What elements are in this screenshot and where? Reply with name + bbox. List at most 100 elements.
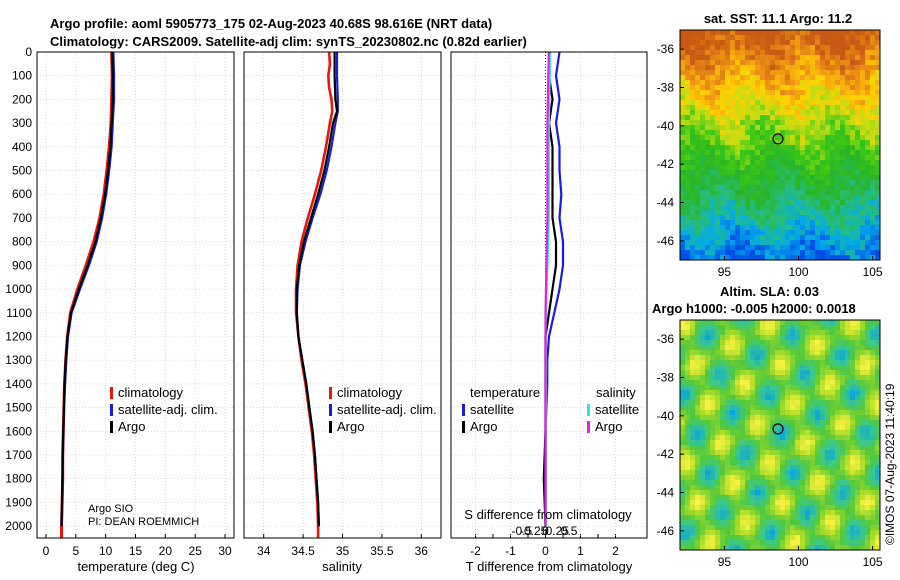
heatmap-cell	[760, 540, 766, 546]
heatmap-cell	[815, 485, 821, 491]
heatmap-cell	[720, 350, 726, 356]
heatmap-cell	[710, 245, 716, 251]
heatmap-cell	[850, 430, 856, 436]
heatmap-cell	[725, 325, 731, 331]
heatmap-cell	[765, 425, 771, 431]
heatmap-cell	[755, 55, 761, 61]
heatmap-cell	[740, 350, 746, 356]
heatmap-cell	[690, 205, 696, 211]
heatmap-cell	[775, 425, 781, 431]
heatmap-cell	[770, 90, 776, 96]
depth-tick-label: 600	[12, 187, 32, 201]
heatmap-cell	[760, 490, 766, 496]
heatmap-cell	[790, 365, 796, 371]
heatmap-cell	[750, 90, 756, 96]
heatmap-cell	[825, 535, 831, 541]
heatmap-cell	[745, 420, 751, 426]
heatmap-cell	[870, 355, 876, 361]
heatmap-cell	[755, 70, 761, 76]
heatmap-cell	[850, 255, 856, 261]
heatmap-cell	[740, 345, 746, 351]
heatmap-cell	[865, 540, 871, 546]
heatmap-cell	[865, 95, 871, 101]
heatmap-cell	[855, 400, 861, 406]
heatmap-cell	[720, 95, 726, 101]
heatmap-cell	[690, 420, 696, 426]
heatmap-cell	[695, 445, 701, 451]
heatmap-cell	[780, 535, 786, 541]
heatmap-cell	[715, 160, 721, 166]
heatmap-cell	[850, 105, 856, 111]
heatmap-cell	[720, 475, 726, 481]
heatmap-cell	[780, 50, 786, 56]
heatmap-cell	[850, 160, 856, 166]
heatmap-cell	[750, 210, 756, 216]
heatmap-cell	[745, 185, 751, 191]
heatmap-cell	[715, 190, 721, 196]
heatmap-cell	[815, 375, 821, 381]
heatmap-cell	[795, 435, 801, 441]
heatmap-cell	[845, 390, 851, 396]
heatmap-cell	[815, 210, 821, 216]
heatmap-cell	[730, 495, 736, 501]
heatmap-cell	[745, 350, 751, 356]
heatmap-cell	[790, 405, 796, 411]
heatmap-cell	[690, 475, 696, 481]
heatmap-cell	[715, 125, 721, 131]
heatmap-cell	[740, 185, 746, 191]
heatmap-cell	[730, 455, 736, 461]
heatmap-cell	[735, 480, 741, 486]
heatmap-cell	[805, 215, 811, 221]
heatmap-cell	[695, 130, 701, 136]
heatmap-cell	[830, 155, 836, 161]
heatmap-cell	[840, 40, 846, 46]
heatmap-cell	[815, 510, 821, 516]
heatmap-cell	[785, 400, 791, 406]
heatmap-cell	[870, 100, 876, 106]
heatmap-cell	[740, 390, 746, 396]
heatmap-cell	[870, 30, 876, 36]
heatmap-cell	[855, 475, 861, 481]
heatmap-cell	[780, 195, 786, 201]
heatmap-cell	[750, 385, 756, 391]
heatmap-cell	[690, 110, 696, 116]
heatmap-cell	[800, 490, 806, 496]
heatmap-cell	[740, 485, 746, 491]
heatmap-cell	[860, 50, 866, 56]
heatmap-cell	[700, 115, 706, 121]
heatmap-cell	[770, 185, 776, 191]
heatmap-cell	[715, 385, 721, 391]
heatmap-cell	[695, 360, 701, 366]
heatmap-cell	[705, 155, 711, 161]
heatmap-cell	[710, 415, 716, 421]
heatmap-cell	[745, 90, 751, 96]
heatmap-cell	[715, 430, 721, 436]
heatmap-cell	[685, 445, 691, 451]
heatmap-cell	[755, 35, 761, 41]
heatmap-cell	[840, 470, 846, 476]
heatmap-cell	[805, 115, 811, 121]
heatmap-cell	[875, 45, 881, 51]
heatmap-cell	[780, 350, 786, 356]
heatmap-cell	[860, 65, 866, 71]
heatmap-cell	[735, 345, 741, 351]
heatmap-cell	[680, 180, 686, 186]
heatmap-cell	[850, 140, 856, 146]
heatmap-cell	[805, 125, 811, 131]
x-tick-label: 35	[336, 544, 350, 558]
heatmap-cell	[795, 75, 801, 81]
heatmap-cell	[815, 235, 821, 241]
heatmap-cell	[850, 485, 856, 491]
heatmap-cell	[855, 95, 861, 101]
heatmap-cell	[805, 415, 811, 421]
heatmap-cell	[810, 430, 816, 436]
heatmap-cell	[840, 245, 846, 251]
heatmap-cell	[815, 250, 821, 256]
heatmap-cell	[855, 425, 861, 431]
heatmap-cell	[820, 80, 826, 86]
heatmap-cell	[825, 425, 831, 431]
heatmap-cell	[870, 505, 876, 511]
heatmap-cell	[830, 140, 836, 146]
heatmap-cell	[800, 320, 806, 326]
heatmap-cell	[865, 245, 871, 251]
